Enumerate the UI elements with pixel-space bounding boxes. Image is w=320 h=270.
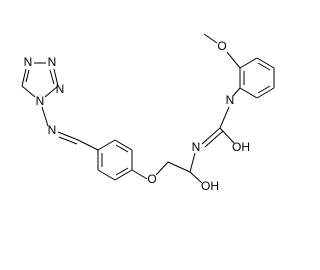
bond <box>25 69 30 83</box>
atom-label: N <box>36 94 45 108</box>
bond <box>131 169 148 180</box>
atom-label: N <box>56 82 65 96</box>
bond <box>232 87 241 97</box>
bond <box>203 33 218 44</box>
atom-labels: O N OH N OH O N N N N N <box>24 39 250 193</box>
bond <box>21 68 27 87</box>
bond <box>219 106 230 129</box>
atom-label: N <box>48 123 57 137</box>
bond <box>53 68 59 87</box>
bond <box>167 161 191 173</box>
bond <box>114 139 133 151</box>
atom-label: OH <box>201 179 219 193</box>
bond <box>226 51 241 69</box>
atom-label: O <box>217 39 226 53</box>
atom-label: N <box>24 55 33 69</box>
bond <box>41 106 49 127</box>
bond <box>239 87 258 99</box>
bond <box>189 152 196 173</box>
atom-label: N <box>192 140 201 154</box>
bond <box>256 87 275 99</box>
bond <box>256 57 275 69</box>
atom-label: O <box>147 172 156 186</box>
bond <box>115 144 129 153</box>
bond <box>57 131 79 141</box>
bond <box>58 136 78 145</box>
atom-label: N <box>48 55 57 69</box>
molecule-diagram: O N OH N OH O N N N N N <box>21 33 275 193</box>
bond <box>77 139 99 151</box>
bond <box>201 127 221 145</box>
atom-label: N <box>226 93 235 107</box>
bond <box>97 169 116 181</box>
bond <box>49 69 55 85</box>
bond <box>219 127 235 144</box>
bond <box>155 161 169 176</box>
atom-label: OH <box>232 140 250 154</box>
bond <box>21 85 36 98</box>
bond <box>115 167 129 176</box>
bond <box>97 139 116 151</box>
bond <box>114 169 133 181</box>
bond <box>257 62 271 71</box>
bond <box>204 130 224 148</box>
bond <box>44 85 59 98</box>
bond <box>239 57 258 69</box>
bond <box>257 85 271 94</box>
bonds <box>21 33 275 184</box>
bond <box>189 171 203 184</box>
